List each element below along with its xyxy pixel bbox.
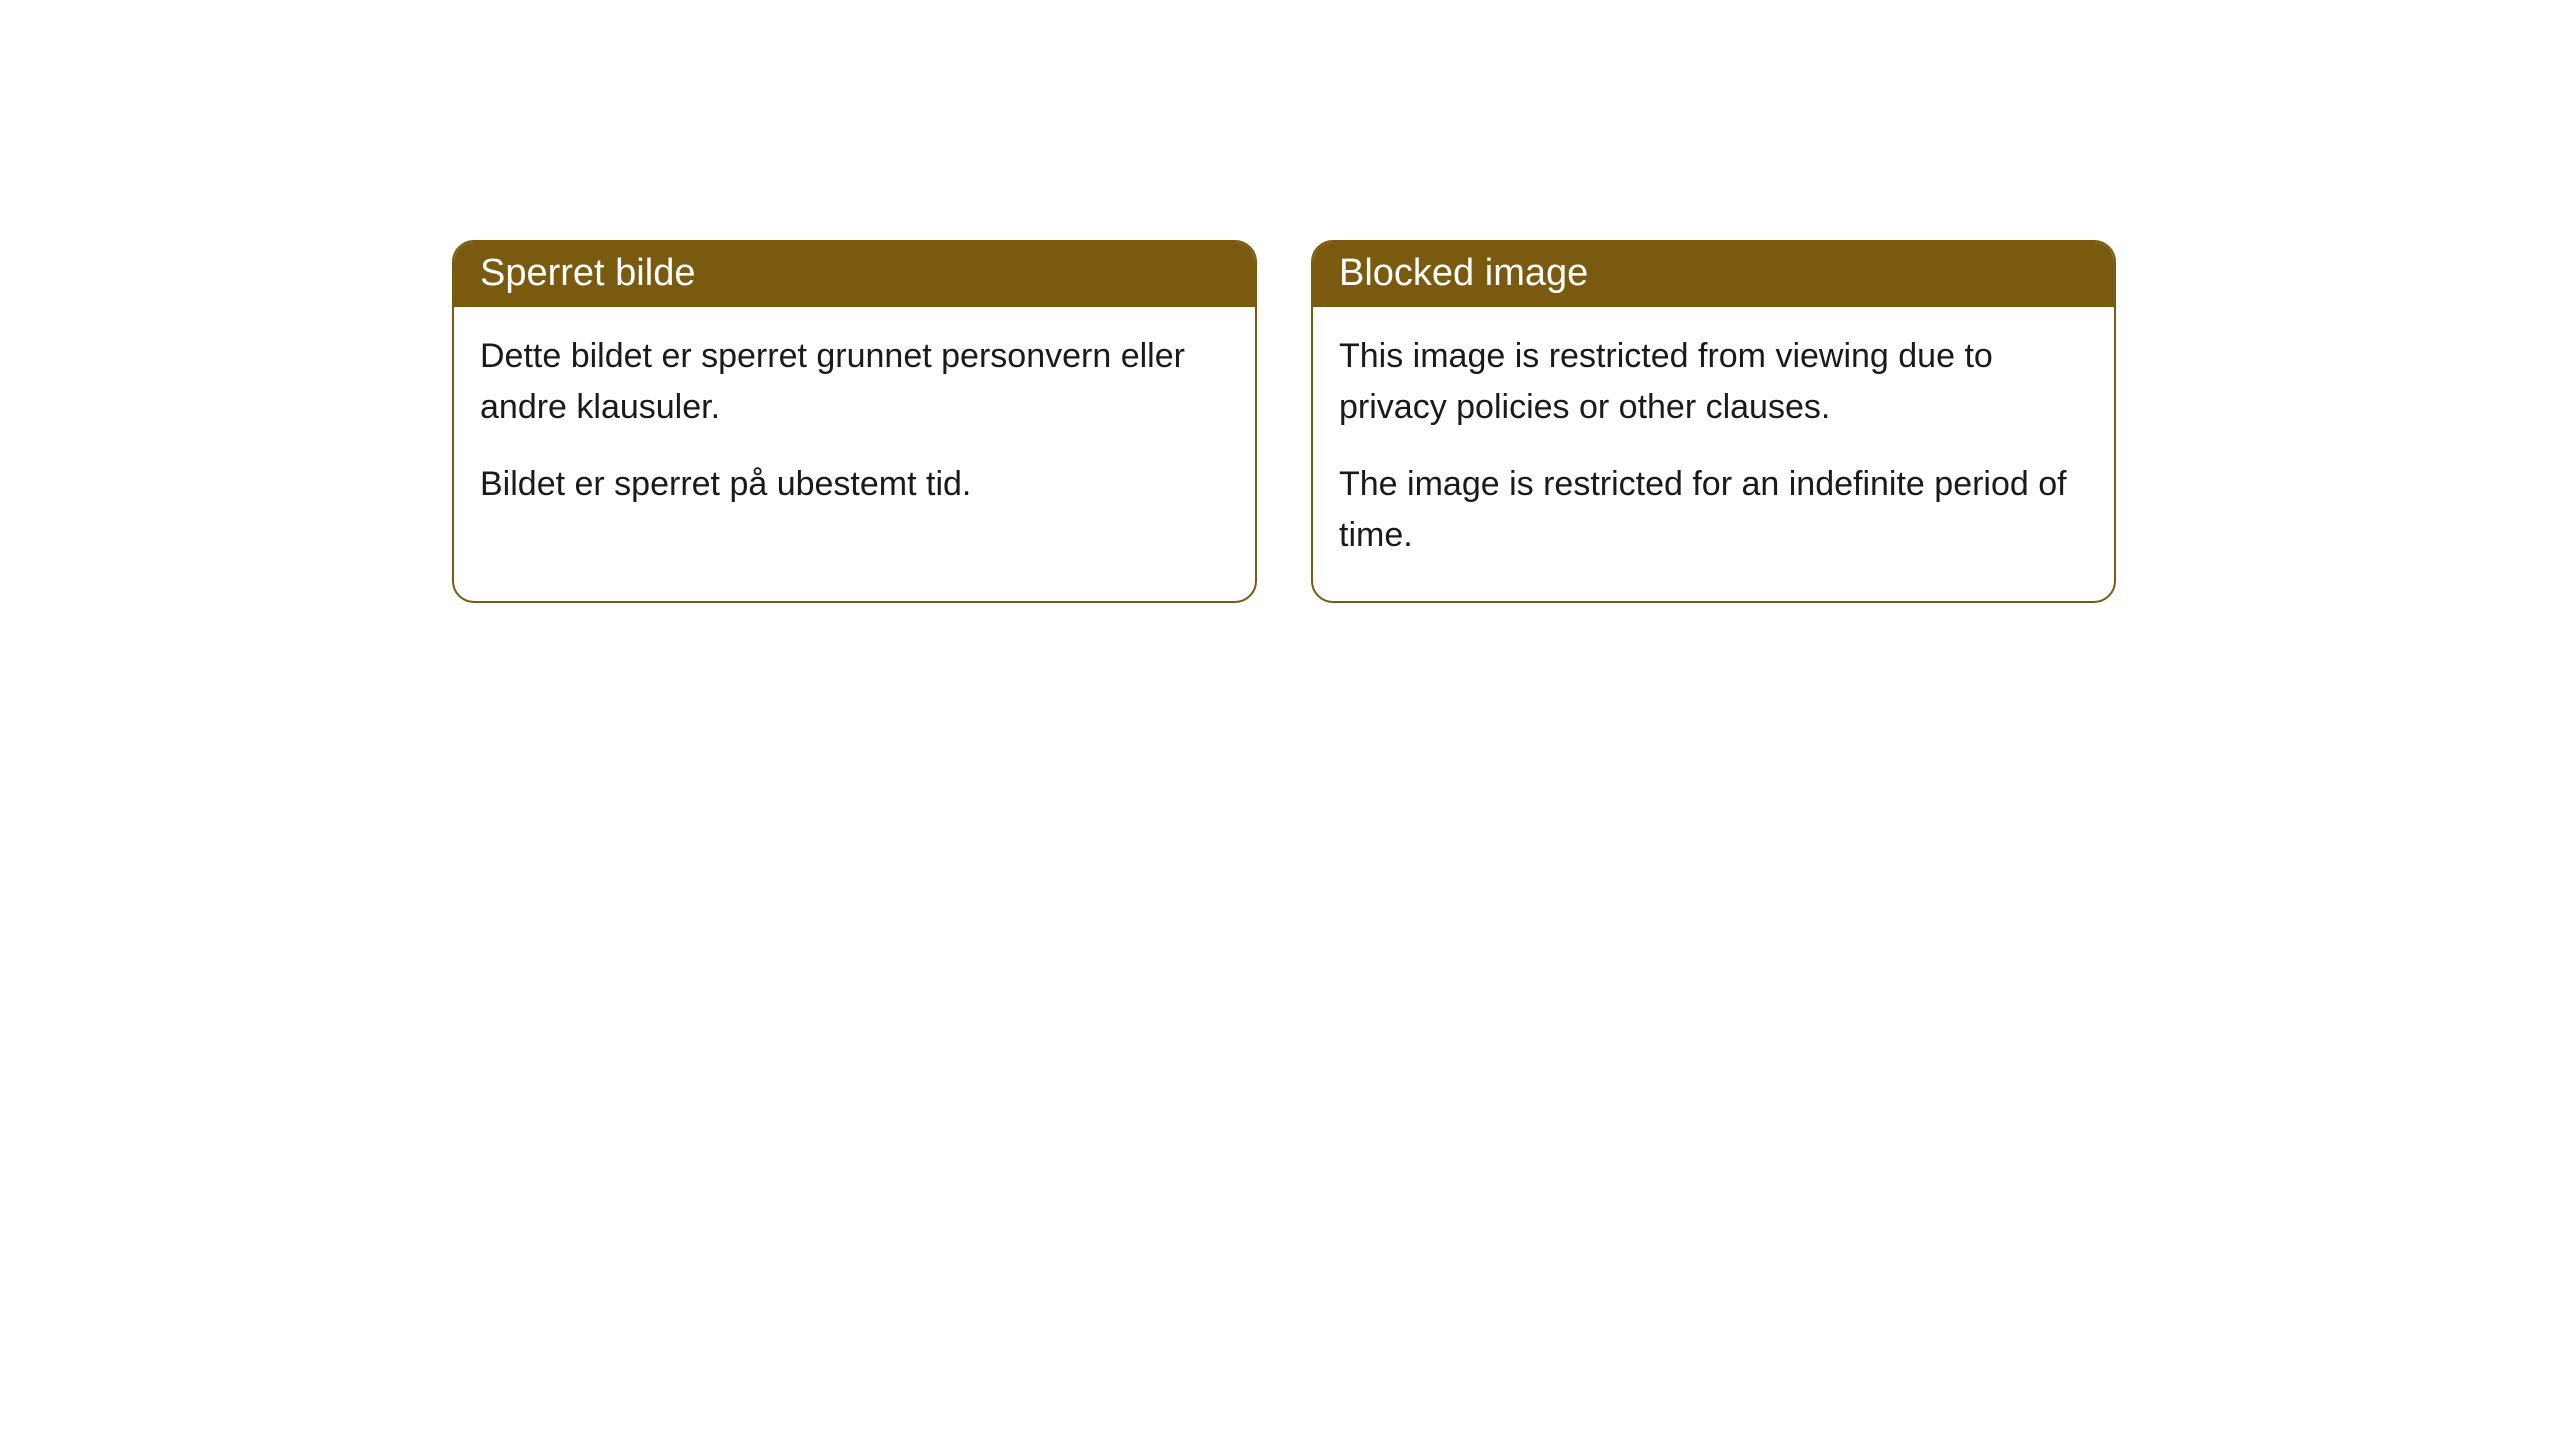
notice-card-norwegian: Sperret bilde Dette bildet er sperret gr… <box>452 240 1257 603</box>
card-body: Dette bildet er sperret grunnet personve… <box>454 307 1255 550</box>
card-body: This image is restricted from viewing du… <box>1313 307 2114 601</box>
card-header: Blocked image <box>1313 242 2114 307</box>
card-paragraph: Dette bildet er sperret grunnet personve… <box>480 331 1229 433</box>
notice-card-english: Blocked image This image is restricted f… <box>1311 240 2116 603</box>
card-header: Sperret bilde <box>454 242 1255 307</box>
card-paragraph: Bildet er sperret på ubestemt tid. <box>480 459 1229 510</box>
card-title: Sperret bilde <box>480 252 695 294</box>
notice-cards-container: Sperret bilde Dette bildet er sperret gr… <box>452 240 2560 603</box>
card-title: Blocked image <box>1339 252 1588 294</box>
card-paragraph: This image is restricted from viewing du… <box>1339 331 2088 433</box>
card-paragraph: The image is restricted for an indefinit… <box>1339 459 2088 561</box>
